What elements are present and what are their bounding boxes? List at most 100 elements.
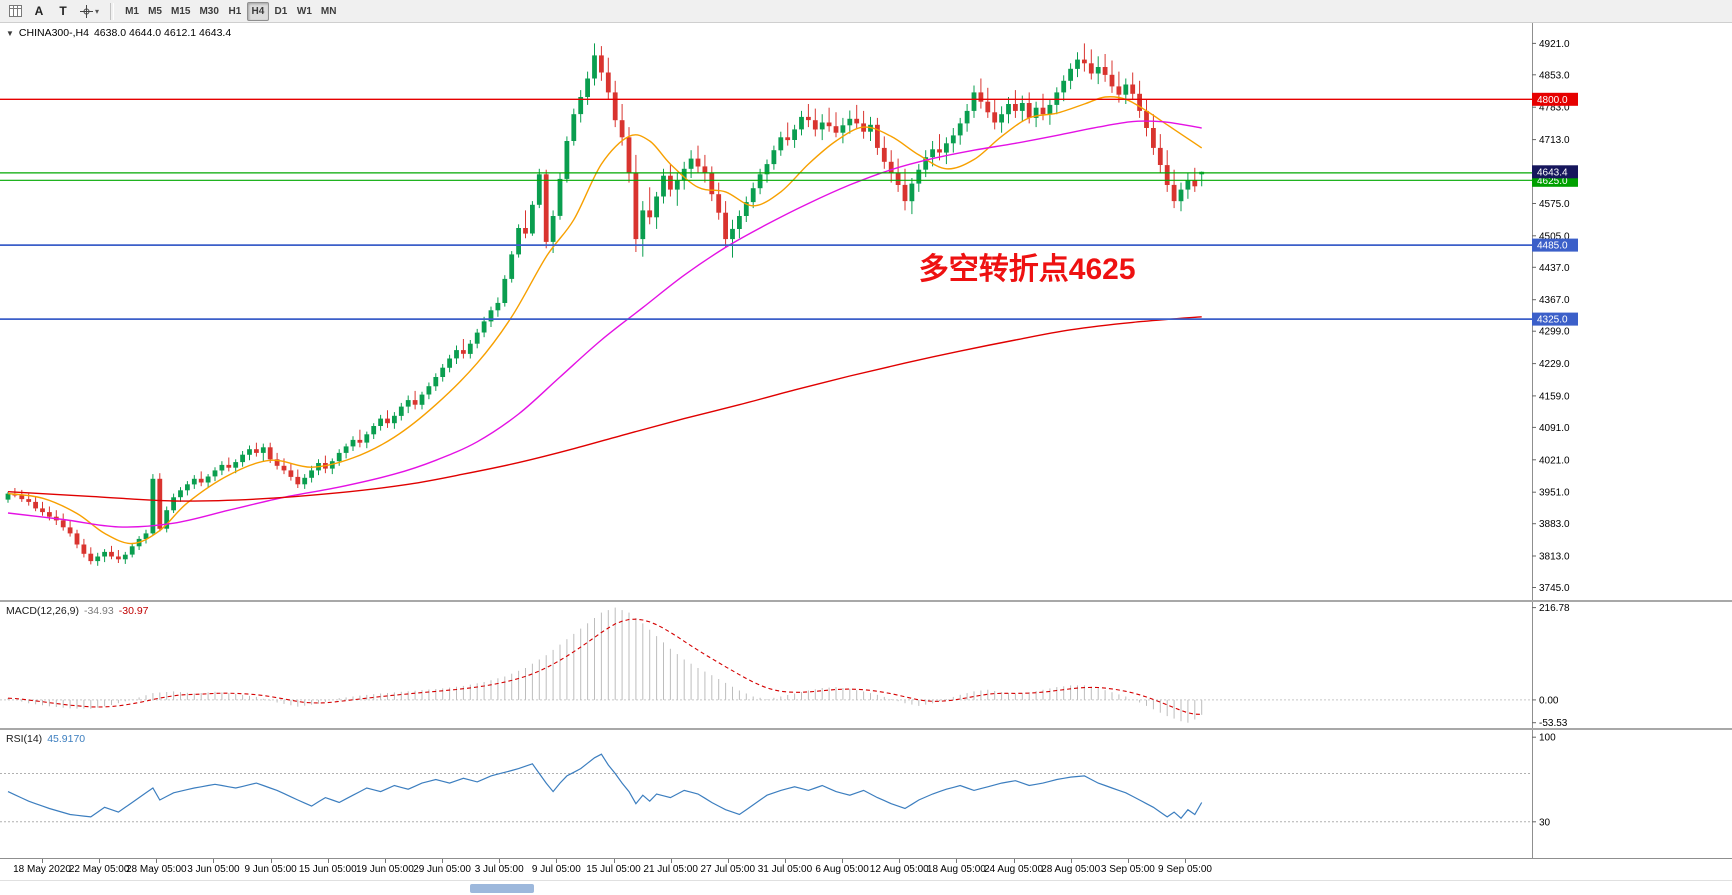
- timeframe-button-h4[interactable]: H4: [246, 1, 269, 21]
- candle-body: [247, 449, 252, 455]
- candle-body: [150, 478, 156, 534]
- candle-body: [571, 114, 577, 141]
- price-tag-label: 4800.0: [1537, 95, 1568, 106]
- collapse-chart-icon[interactable]: ▼: [6, 28, 14, 38]
- candle-body: [1151, 128, 1156, 148]
- time-axis[interactable]: 18 May 2020 22 May 05:00 28 May 05:00 3 Jun…: [0, 858, 1732, 880]
- panel-splitter[interactable]: [0, 728, 1732, 730]
- text-label-button[interactable]: T: [52, 2, 74, 21]
- timeframe-button-mn[interactable]: MN: [317, 2, 341, 21]
- time-tick: [1013, 859, 1015, 863]
- chart-annotation-text[interactable]: 多空转折点4625: [919, 253, 1136, 286]
- candle-body: [357, 439, 363, 443]
- price-tick-label: 4229.0: [1539, 359, 1570, 370]
- timeframe-button-m30[interactable]: M30: [195, 2, 222, 21]
- time-axis-label: 15 Jul 05:00: [586, 864, 641, 875]
- timeframe-button-m15[interactable]: M15: [167, 2, 194, 21]
- price-tick-label: 4505.0: [1539, 231, 1570, 242]
- candle-body: [599, 55, 604, 73]
- candle-body: [33, 501, 38, 509]
- candle-body: [757, 174, 763, 189]
- symbol-ohlc-readout: 4638.0 4644.0 4612.1 4643.4: [93, 27, 232, 39]
- candle-body: [205, 476, 211, 483]
- candle-body: [895, 173, 901, 185]
- time-axis-label: 6 Aug 05:00: [815, 864, 869, 875]
- candle-body: [543, 174, 549, 242]
- price-tag-label: 4643.4: [1537, 167, 1568, 178]
- time-tick: [42, 859, 43, 863]
- candle-body: [750, 188, 756, 203]
- timeframe-button-w1[interactable]: W1: [293, 2, 316, 21]
- candle-body: [364, 434, 370, 443]
- chart-grid-button[interactable]: [4, 2, 26, 21]
- candle-body: [433, 377, 439, 387]
- ma-slow-line: [7, 316, 1202, 502]
- candle-body: [240, 454, 245, 463]
- candle-body: [392, 415, 397, 424]
- time-tick: [727, 859, 729, 863]
- price-chart-panel[interactable]: 4921.04853.04783.04713.04643.04575.04505…: [0, 23, 1732, 600]
- rsi-indicator-name: RSI(14): [6, 733, 43, 745]
- candle-body: [288, 470, 294, 477]
- candle-body: [1123, 84, 1129, 95]
- timeframe-button-m1[interactable]: M1: [121, 2, 143, 21]
- macd-indicator-panel[interactable]: 216.78 0.00 -53.53: [0, 602, 1732, 728]
- candlestick-series: [5, 43, 1205, 566]
- candle-body: [95, 556, 101, 562]
- candle-body: [688, 158, 694, 169]
- candle-body: [578, 97, 584, 115]
- candle-body: [81, 544, 87, 554]
- time-axis-label: 29 Jun 05:00: [413, 864, 471, 875]
- candle-body: [226, 464, 232, 468]
- text-annotation-button[interactable]: A: [28, 2, 50, 21]
- candle-body: [378, 418, 383, 426]
- price-tag-bg: [1532, 312, 1578, 326]
- price-tick-label: 4853.0: [1539, 70, 1570, 81]
- timeframe-button-d1[interactable]: D1: [270, 2, 292, 21]
- candle-body: [212, 470, 218, 477]
- candle-body: [550, 216, 556, 242]
- h-scrollbar-thumb[interactable]: [470, 884, 534, 893]
- candle-body: [854, 118, 860, 124]
- timeframe-label: M1: [125, 5, 139, 17]
- rsi-label: RSI(14) 45.9170: [6, 733, 85, 745]
- candle-body: [964, 110, 970, 124]
- symbol-info-bar: ▼ CHINA300-,H4 4638.0 4644.0 4612.1 4643…: [6, 27, 231, 39]
- timeframe-button-h1[interactable]: H1: [224, 2, 246, 21]
- candle-body: [1116, 86, 1122, 95]
- crosshair-button[interactable]: ▾: [76, 2, 103, 21]
- candle-body: [937, 149, 942, 153]
- candle-body: [336, 452, 342, 462]
- price-tick-label: 3951.0: [1539, 488, 1570, 499]
- candle-body: [157, 478, 163, 529]
- time-tick: [842, 859, 844, 863]
- price-tick-label: 4575.0: [1539, 199, 1570, 210]
- time-axis-label: 27 Jul 05:00: [700, 864, 756, 875]
- candle-body: [185, 484, 190, 491]
- macd-value: -34.93: [83, 605, 114, 617]
- candle-body: [585, 78, 590, 97]
- candle-body: [1033, 107, 1039, 118]
- crosshair-icon: [80, 4, 93, 18]
- candle-body: [1178, 189, 1184, 202]
- candle-body: [281, 465, 287, 471]
- candle-body: [778, 137, 784, 151]
- panel-splitter[interactable]: [0, 600, 1732, 602]
- price-tick-label: 3745.0: [1539, 583, 1570, 594]
- timeframe-label: H4: [251, 5, 265, 17]
- candle-body: [371, 426, 377, 435]
- candle-body: [564, 141, 570, 179]
- candle-body: [792, 129, 797, 140]
- candle-body: [1171, 184, 1177, 202]
- candle-body: [60, 520, 66, 528]
- rsi-indicator-panel[interactable]: 100 30: [0, 730, 1732, 858]
- candle-body: [875, 124, 880, 148]
- timeframe-label: MN: [320, 5, 337, 17]
- candle-body: [350, 439, 356, 447]
- candle-body: [405, 400, 411, 407]
- timeframe-button-m5[interactable]: M5: [144, 2, 166, 21]
- time-axis-label: 22 May 05:00: [68, 864, 130, 875]
- rsi-line: [7, 753, 1203, 820]
- time-tick: [1127, 859, 1129, 863]
- candle-body: [467, 343, 473, 354]
